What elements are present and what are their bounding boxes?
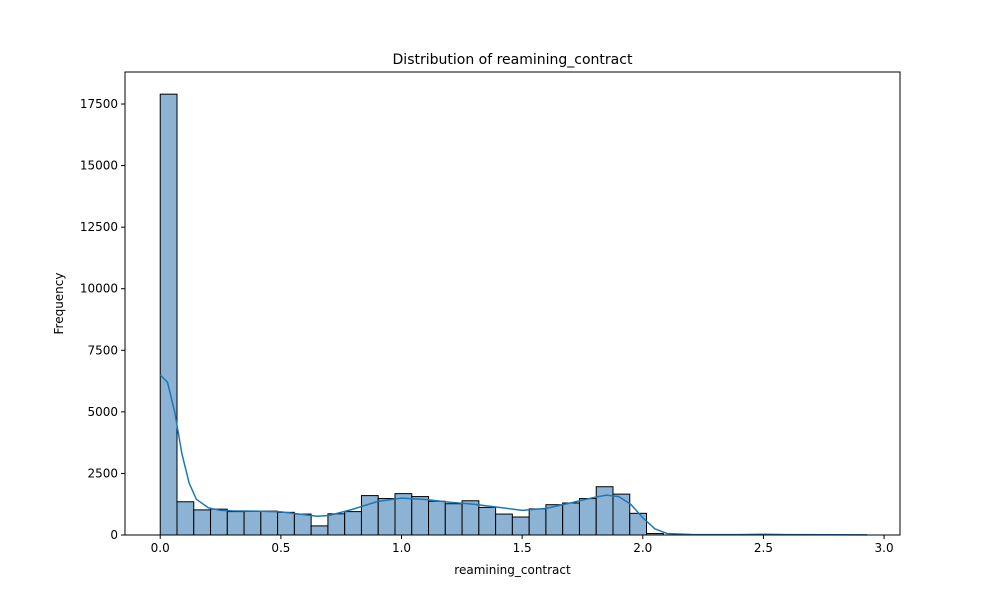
y-axis-title: Frequency [52, 273, 66, 335]
histogram-bar [176, 501, 195, 536]
histogram-bar [293, 513, 312, 536]
histogram-bar [528, 508, 547, 536]
histogram-bar [511, 516, 530, 536]
histogram-bar [394, 493, 413, 536]
histogram-bar [210, 508, 228, 536]
histogram-bar [478, 506, 497, 536]
x-tick-label: 0.0 [151, 541, 170, 555]
histogram-bar [243, 510, 262, 536]
x-tick-label: 1.5 [513, 541, 532, 555]
y-tick-label: 15000 [80, 159, 118, 173]
histogram-bar [595, 486, 614, 536]
histogram-bar [277, 511, 295, 536]
x-tick-label: 2.5 [754, 541, 773, 555]
y-tick-label: 2500 [87, 466, 118, 480]
y-tick-label: 7500 [87, 343, 118, 357]
histogram-bar [377, 498, 396, 536]
x-axis-ticks: 0.0 0.5 1.0 1.5 2.0 2.5 3.0 [151, 535, 894, 555]
histogram-bar [159, 93, 178, 536]
x-axis-title: reamining_contract [454, 563, 571, 577]
histogram-bar [444, 503, 463, 536]
y-tick-label: 10000 [80, 282, 118, 296]
x-tick-label: 0.5 [271, 541, 290, 555]
chart-title: Distribution of reamining_contract [393, 52, 633, 68]
x-tick-label: 1.0 [392, 541, 411, 555]
histogram-bar [193, 509, 212, 536]
plot-frame [124, 71, 901, 536]
y-tick-label: 12500 [80, 220, 118, 234]
y-tick-label: 17500 [80, 97, 118, 111]
histogram-bar [578, 498, 597, 536]
histogram-bar [310, 525, 329, 536]
y-tick-label: 5000 [87, 405, 118, 419]
histogram-bar [226, 511, 245, 536]
histogram-bar [562, 502, 580, 536]
histogram-bar [344, 511, 362, 536]
histogram-bar [629, 512, 648, 536]
bars-layer [159, 93, 664, 536]
x-tick-label: 2.0 [633, 541, 652, 555]
histogram-bar [495, 513, 513, 536]
y-tick-label: 0 [110, 528, 118, 542]
histogram-bar [260, 510, 279, 536]
kde-line [159, 374, 868, 536]
histogram-bar [428, 500, 446, 536]
y-axis-ticks: 0 2500 5000 7500 10000 12500 15000 17500 [80, 97, 125, 542]
kde-layer [159, 374, 868, 536]
histogram-bar [545, 504, 564, 536]
histogram-bar [612, 493, 631, 536]
x-tick-label: 3.0 [875, 541, 894, 555]
histogram-bar [411, 496, 430, 536]
histogram-bar [327, 513, 346, 536]
histogram-bar [461, 500, 480, 536]
